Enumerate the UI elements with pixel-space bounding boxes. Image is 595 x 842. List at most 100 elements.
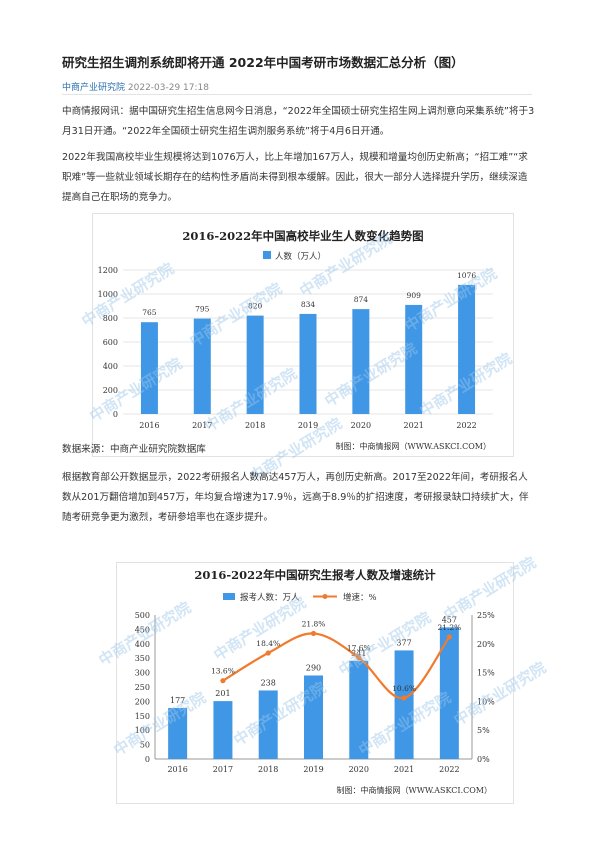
bar	[258, 690, 278, 759]
bar-value-label: 795	[195, 305, 210, 314]
x-tick-label: 2019	[298, 421, 318, 430]
y2-tick-label: 25%	[477, 611, 495, 620]
title-divider	[62, 94, 532, 95]
y-tick-label: 50	[140, 741, 150, 750]
chart-graduates: 2016-2022年中国高校毕业生人数变化趋势图 人数（万人） 0 200 400 600…	[78, 213, 515, 485]
x-tick-label: 2017	[192, 421, 212, 430]
y-tick-label: 500	[135, 611, 150, 620]
bar	[140, 322, 158, 414]
bar	[299, 313, 317, 414]
bar-value-label: 457	[442, 615, 457, 624]
x-tick-label: 2021	[404, 421, 424, 430]
bar	[304, 675, 323, 759]
bar-value-label: 765	[142, 308, 157, 317]
legend-label: 人数（万人）	[275, 251, 326, 262]
bar	[168, 708, 188, 759]
growth-point	[220, 678, 226, 684]
chart-title: 2016-2022年中国高校毕业生人数变化趋势图	[182, 229, 423, 243]
y2-tick-label: 20%	[477, 640, 495, 649]
paragraph-graduates: 2022年我国高校毕业生规模将达到1076万人，比上年增加167万人，规模和增量…	[62, 152, 528, 203]
growth-value-label: 17.6%	[347, 644, 371, 653]
x-tick-label: 2018	[245, 421, 265, 430]
y-tick-label: 400	[135, 640, 150, 649]
chart-exam-applicants: 2016-2022年中国研究生报考人数及增速统计报考人数：万人 增速：% 0 50 10…	[95, 553, 549, 804]
x-tick-label: 2021	[394, 765, 414, 774]
y-tick-label: 450	[135, 625, 150, 634]
bar-value-label: 874	[354, 295, 369, 304]
growth-point	[310, 630, 317, 637]
bar-value-label: 177	[170, 696, 185, 705]
y-tick-label: 350	[135, 654, 150, 663]
y-tick-label: 600	[103, 338, 118, 347]
y-tick-label: 150	[135, 712, 150, 721]
growth-value-label: 21.8%	[302, 619, 326, 628]
growth-point	[356, 655, 362, 661]
y-tick-label: 300	[135, 669, 150, 678]
legend-swatch-marker	[322, 594, 328, 599]
y2-tick-label: 0%	[477, 755, 490, 764]
y2-tick-label: 5%	[477, 726, 490, 735]
bar-value-label: 820	[248, 302, 263, 311]
y-tick-label: 0	[145, 755, 150, 764]
growth-point	[401, 695, 407, 701]
article-datetime: 2022-03-29 17:18	[127, 83, 209, 93]
y-tick-label: 400	[103, 362, 118, 371]
article-title: 研究生招生调剂系统即将开通 2022年中国考研市场数据汇总分析（图）	[62, 55, 464, 70]
article-source[interactable]: 中商产业研究院	[62, 83, 126, 93]
bar	[439, 627, 459, 759]
bar	[213, 701, 233, 759]
y-tick-label: 1200	[98, 266, 118, 275]
bar-value-label: 1076	[457, 271, 476, 280]
growth-value-label: 13.6%	[211, 667, 235, 676]
y-tick-label: 100	[135, 726, 150, 735]
growth-value-label: 10.6%	[392, 684, 416, 693]
bar-value-label: 377	[396, 638, 411, 647]
growth-point	[265, 650, 271, 656]
paragraph-exam: 根据教育部公开数据显示，2022考研报名人数高达457万人，再创历史新高。201…	[62, 472, 529, 523]
chart-title: 2016-2022年中国研究生报考人数及增速统计	[194, 568, 436, 582]
y-tick-label: 250	[135, 683, 150, 692]
y-tick-label: 200	[135, 697, 150, 706]
bar	[246, 315, 264, 414]
x-tick-label: 2018	[258, 765, 278, 774]
y-tick-label: 800	[103, 314, 118, 323]
data-source-note: 数据来源：中商产业研究院数据库	[62, 444, 206, 455]
bar-value-label: 909	[407, 291, 422, 300]
bar	[405, 304, 423, 414]
y-tick-label: 200	[103, 386, 118, 395]
x-tick-label: 2017	[213, 765, 233, 774]
x-tick-label: 2020	[351, 421, 371, 430]
y-tick-label: 0	[113, 410, 118, 419]
legend-swatch	[263, 251, 271, 259]
bar-value-label: 834	[301, 300, 316, 309]
chart-credit: 制图：中商情报网（WWW.ASKCI.COM）	[335, 441, 491, 451]
bar	[458, 284, 476, 414]
paragraph-intro: 中商情报网讯：据中国研究生招生信息网今日消息，“2022年全国硕士研究生招生网上…	[62, 106, 535, 137]
x-tick-label: 2016	[139, 421, 159, 430]
bar-value-label: 201	[215, 689, 230, 698]
x-tick-label: 2019	[303, 765, 323, 774]
bar-value-label: 238	[261, 678, 276, 687]
x-tick-label: 2022	[456, 421, 476, 430]
x-tick-label: 2022	[439, 765, 459, 774]
bar	[193, 318, 211, 414]
article-meta: 中商产业研究院 2022-03-29 17:18	[62, 80, 209, 93]
growth-value-label: 18.4%	[256, 639, 280, 648]
y2-tick-label: 15%	[477, 669, 495, 678]
legend-label-line: 增速：%	[343, 592, 377, 603]
growth-point	[446, 634, 452, 640]
x-tick-label: 2016	[167, 765, 187, 774]
legend-swatch-bar	[223, 593, 235, 600]
bar	[349, 660, 369, 759]
bar-value-label: 341	[351, 649, 366, 658]
y2-tick-label: 10%	[477, 697, 495, 706]
bar	[352, 309, 370, 414]
legend-label-bar: 报考人数：万人	[240, 592, 300, 603]
y-tick-label: 1000	[98, 290, 118, 299]
bar	[394, 650, 414, 759]
bar-value-label: 290	[306, 663, 321, 672]
chart-credit: 制图：中商情报网（WWW.ASKCI.COM）	[336, 785, 492, 795]
growth-value-label: 21.2%	[437, 623, 461, 632]
